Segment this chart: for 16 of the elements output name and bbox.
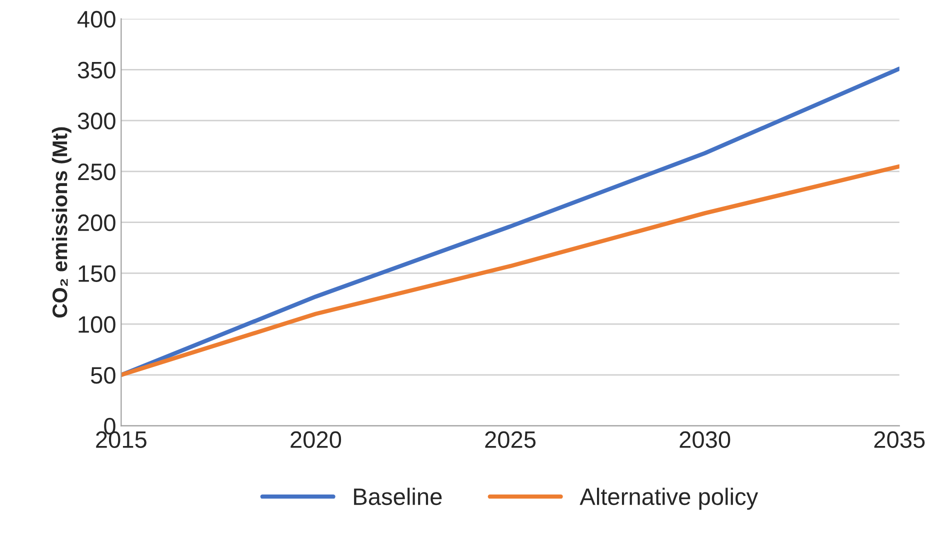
legend-label: Baseline — [354, 488, 442, 506]
y-tick-label: 200 — [78, 214, 116, 232]
x-tick-label: 2025 — [485, 431, 536, 448]
x-tick-label: 2035 — [874, 431, 925, 448]
y-tick-label: 250 — [78, 164, 116, 180]
y-tick-label: 300 — [78, 112, 116, 130]
line-series — [121, 164, 900, 378]
y-tick-label: 350 — [78, 62, 116, 79]
x-tick-label: 2030 — [680, 431, 730, 448]
y-tick-label: 400 — [77, 10, 116, 28]
y-tick-label: 100 — [78, 316, 116, 333]
legend-label: Alternative policy — [580, 488, 758, 510]
y-tick-label: 50 — [90, 367, 116, 384]
y-tick-label: 150 — [78, 265, 116, 282]
y-axis-title: CO₂ emissions (Mt) — [52, 127, 72, 318]
x-tick-label: 2020 — [290, 431, 342, 448]
